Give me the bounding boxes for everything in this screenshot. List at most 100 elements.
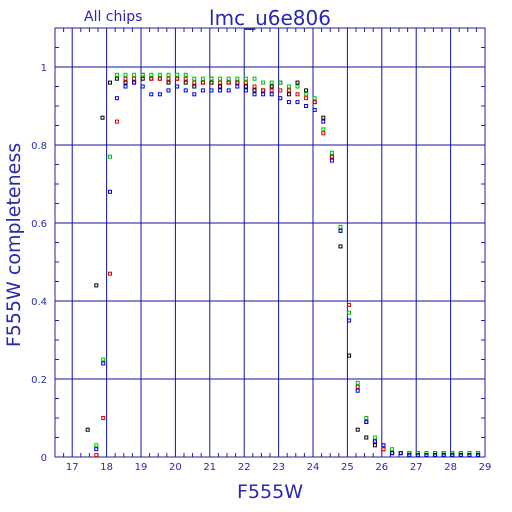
data-point xyxy=(114,72,119,77)
corner-label: All chips xyxy=(84,9,142,25)
data-point xyxy=(192,76,197,81)
data-point xyxy=(157,72,162,77)
data-point xyxy=(286,88,291,93)
chart-title: lmc_u6e806 xyxy=(209,6,331,30)
data-point xyxy=(304,88,309,93)
data-point xyxy=(114,96,119,101)
data-point xyxy=(108,271,112,276)
data-point xyxy=(304,92,309,97)
data-point xyxy=(218,84,223,89)
data-point xyxy=(372,435,377,440)
data-point xyxy=(183,88,188,93)
data-point xyxy=(458,453,463,458)
data-points xyxy=(85,72,481,458)
data-point xyxy=(209,88,214,93)
data-point xyxy=(235,76,240,81)
x-tick-label: 24 xyxy=(307,462,320,473)
data-point xyxy=(200,88,205,93)
data-point xyxy=(424,453,429,458)
data-point xyxy=(329,150,334,155)
data-point xyxy=(476,453,481,458)
data-point xyxy=(312,96,317,101)
x-tick-label: 27 xyxy=(410,462,423,473)
data-point xyxy=(441,453,446,458)
data-point xyxy=(286,84,291,89)
x-tick-labels: 17 18 19 20 21 22 23 24 25 26 27 28 29 xyxy=(66,462,492,473)
y-tick-label: 0.6 xyxy=(31,219,47,230)
data-point xyxy=(209,80,214,85)
data-point xyxy=(200,80,205,85)
series-red xyxy=(94,72,481,458)
data-point xyxy=(123,76,128,81)
x-tick-label: 17 xyxy=(66,462,79,473)
data-point xyxy=(295,92,300,97)
data-point xyxy=(140,72,145,77)
data-point xyxy=(226,88,231,93)
grid xyxy=(55,28,485,457)
data-point xyxy=(132,80,137,85)
data-point xyxy=(398,451,403,456)
data-point xyxy=(108,189,112,194)
data-point xyxy=(347,353,352,358)
data-point xyxy=(295,84,300,89)
data-point xyxy=(252,92,257,97)
data-point xyxy=(108,154,112,159)
data-point xyxy=(175,84,180,89)
y-tick-labels: 0 0.2 0.4 0.6 0.8 1 xyxy=(31,63,47,464)
data-point xyxy=(286,100,291,105)
data-point xyxy=(226,76,231,81)
data-point xyxy=(101,357,106,362)
y-tick-label: 1 xyxy=(41,63,47,74)
data-point xyxy=(114,119,119,124)
axis-ticks xyxy=(54,27,485,457)
data-point xyxy=(123,84,128,89)
data-point xyxy=(218,88,223,93)
data-point xyxy=(183,72,188,77)
data-point xyxy=(304,96,309,101)
data-point xyxy=(166,80,171,85)
data-point xyxy=(364,416,369,420)
data-point xyxy=(355,384,360,389)
data-point xyxy=(269,80,274,85)
data-point xyxy=(175,76,180,81)
data-point xyxy=(166,72,171,77)
data-point xyxy=(321,127,326,132)
y-tick-label: 0.2 xyxy=(31,375,47,386)
data-point xyxy=(269,84,274,89)
data-point xyxy=(94,447,99,452)
data-point xyxy=(312,107,317,112)
data-point xyxy=(183,76,188,81)
data-point xyxy=(338,244,343,249)
x-tick-label: 25 xyxy=(341,462,354,473)
data-point xyxy=(252,88,257,93)
data-point xyxy=(149,76,154,81)
data-point xyxy=(252,76,257,81)
series-green xyxy=(94,72,481,456)
data-point xyxy=(433,453,438,458)
data-point xyxy=(243,76,248,81)
data-point xyxy=(132,72,137,77)
data-point xyxy=(157,92,162,97)
data-point xyxy=(243,88,248,93)
data-point xyxy=(140,76,145,81)
data-point xyxy=(312,100,317,105)
series-blue xyxy=(94,80,481,458)
data-point xyxy=(261,80,266,85)
data-point xyxy=(390,451,395,456)
y-axis-label: F555W completeness xyxy=(3,143,25,347)
y-tick-label: 0.8 xyxy=(31,141,47,152)
data-point xyxy=(355,427,360,432)
x-tick-label: 21 xyxy=(203,462,216,473)
data-point xyxy=(261,92,266,97)
data-point xyxy=(338,224,343,229)
y-tick-label: 0.4 xyxy=(31,297,47,308)
data-point xyxy=(209,76,214,81)
data-point xyxy=(407,453,412,458)
data-point xyxy=(347,302,352,307)
data-point xyxy=(183,80,188,85)
data-point xyxy=(450,453,455,458)
data-point xyxy=(85,427,90,432)
x-tick-label: 29 xyxy=(479,462,492,473)
data-point xyxy=(94,453,99,458)
